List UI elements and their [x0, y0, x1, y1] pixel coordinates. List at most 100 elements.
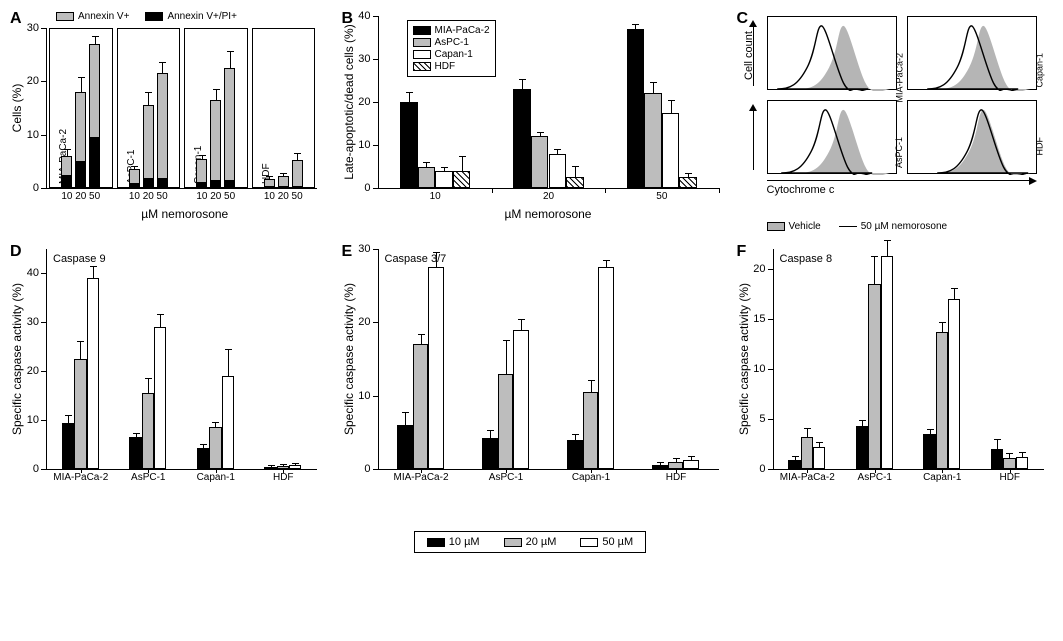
x-tick-label: MIA-PaCa-2	[53, 472, 108, 483]
histogram-aspc-1: AsPC-1	[767, 100, 897, 174]
panel-c: C MIA-PaCa-2Capan-1AsPC-1HDF Cytochrome …	[737, 10, 1051, 235]
x-tick-label: 20	[278, 191, 289, 202]
y-tick-label: 30	[358, 243, 370, 255]
bar	[788, 460, 800, 469]
x-tick-label: AsPC-1	[489, 472, 523, 483]
bar	[652, 465, 668, 469]
bar	[62, 423, 74, 469]
bar	[1003, 458, 1015, 469]
bar	[74, 359, 86, 469]
bar	[224, 180, 235, 188]
panel-b-xlabel: µM nemorosone	[378, 207, 719, 221]
y-tick-label: 0	[33, 182, 39, 194]
y-tick-label: 20	[358, 96, 370, 108]
bar	[143, 178, 154, 188]
legend-text: MIA-PaCa-2	[435, 25, 490, 36]
panel-e: E Specific caspase activity (%) Caspase …	[342, 243, 719, 523]
bar	[157, 73, 168, 188]
bar	[129, 183, 140, 188]
y-tick-label: 20	[27, 75, 39, 87]
x-tick-label: Capan-1	[923, 472, 961, 483]
bar	[397, 425, 413, 469]
panel-b-plot: Late-apoptotic/dead cells (%) MIA-PaCa-2…	[378, 16, 719, 189]
bar	[197, 448, 209, 469]
legend-text: Annexin V+	[78, 11, 129, 22]
bar	[662, 113, 680, 188]
bar	[453, 171, 471, 188]
histogram-mia-paca-2: MIA-PaCa-2	[767, 16, 897, 90]
legend-text: Vehicle	[789, 221, 821, 232]
bar	[87, 278, 99, 469]
bar	[292, 186, 303, 188]
y-tick-label: 15	[753, 313, 765, 325]
x-tick-label: 50	[224, 191, 235, 202]
y-tick-label: 10	[27, 414, 39, 426]
histogram-hdf: HDF	[907, 100, 1037, 174]
x-tick-label: 20	[143, 191, 154, 202]
panel-b: B Late-apoptotic/dead cells (%) MIA-PaCa…	[342, 10, 719, 235]
x-tick-label: 50	[292, 191, 303, 202]
bar	[61, 175, 72, 188]
x-tick-label: 20	[210, 191, 221, 202]
panel-a-ylabel: Cells (%)	[10, 84, 24, 133]
panel-f-label: F	[737, 243, 747, 261]
bar	[89, 137, 100, 188]
x-tick-label: 50	[656, 191, 667, 202]
bar	[923, 434, 935, 469]
bar	[222, 376, 234, 469]
bar	[428, 267, 444, 469]
bar	[498, 374, 514, 469]
bar	[224, 68, 235, 188]
bar	[210, 180, 221, 188]
bar	[435, 171, 453, 188]
x-tick-label: 10	[264, 191, 275, 202]
legend-text: 50 µM	[602, 536, 633, 548]
legend-text: 10 µM	[449, 536, 480, 548]
panel-a-legend: Annexin V+ Annexin V+/PI+	[56, 10, 237, 23]
bar	[400, 102, 418, 188]
y-tick-label: 20	[358, 316, 370, 328]
panel-c-ylabel: Cell count	[743, 31, 755, 80]
x-tick-label: 50	[157, 191, 168, 202]
legend-text: HDF	[435, 61, 456, 72]
panel-a: A Annexin V+ Annexin V+/PI+ Cells (%) 01…	[10, 10, 324, 235]
y-tick-label: 30	[27, 22, 39, 34]
bar	[157, 178, 168, 188]
legend-text: Annexin V+/PI+	[167, 11, 237, 22]
panel-f-plot: Specific caspase activity (%) Caspase 8 …	[773, 249, 1044, 470]
bar	[264, 467, 276, 469]
x-tick-label: 10	[61, 191, 72, 202]
bar	[154, 327, 166, 469]
legend-text: Capan-1	[435, 49, 473, 60]
panel-d-plot: Specific caspase activity (%) Caspase 9 …	[46, 249, 317, 470]
bar	[75, 161, 86, 188]
bar	[531, 136, 549, 188]
y-tick-label: 30	[358, 53, 370, 65]
bar	[679, 177, 697, 188]
bar	[549, 154, 567, 188]
legend-text: 50 µM nemorosone	[861, 221, 947, 232]
panel-a-xlabel: µM nemorosone	[46, 207, 324, 221]
bar	[936, 332, 948, 469]
panel-f: F Specific caspase activity (%) Caspase …	[737, 243, 1051, 523]
legend-text: 20 µM	[526, 536, 557, 548]
x-tick-label: HDF	[273, 472, 294, 483]
x-tick-label: 20	[75, 191, 86, 202]
bar	[513, 89, 531, 188]
bar	[856, 426, 868, 469]
panel-b-legend: MIA-PaCa-2AsPC-1Capan-1HDF	[407, 20, 496, 77]
panel-c-grid: MIA-PaCa-2Capan-1AsPC-1HDF	[767, 16, 1047, 176]
bar	[1016, 457, 1028, 469]
bar	[566, 177, 584, 188]
histogram-label: HDF	[1035, 137, 1045, 156]
x-tick-label: 10	[196, 191, 207, 202]
x-tick-label: AsPC-1	[131, 472, 165, 483]
bar	[801, 437, 813, 469]
histogram-capan-1: Capan-1	[907, 16, 1037, 90]
panel-d-title: Caspase 9	[53, 253, 106, 265]
y-tick-label: 10	[27, 129, 39, 141]
x-tick-label: Capan-1	[572, 472, 610, 483]
y-tick-label: 0	[759, 463, 765, 475]
panel-e-label: E	[342, 243, 353, 261]
bar	[418, 167, 436, 189]
